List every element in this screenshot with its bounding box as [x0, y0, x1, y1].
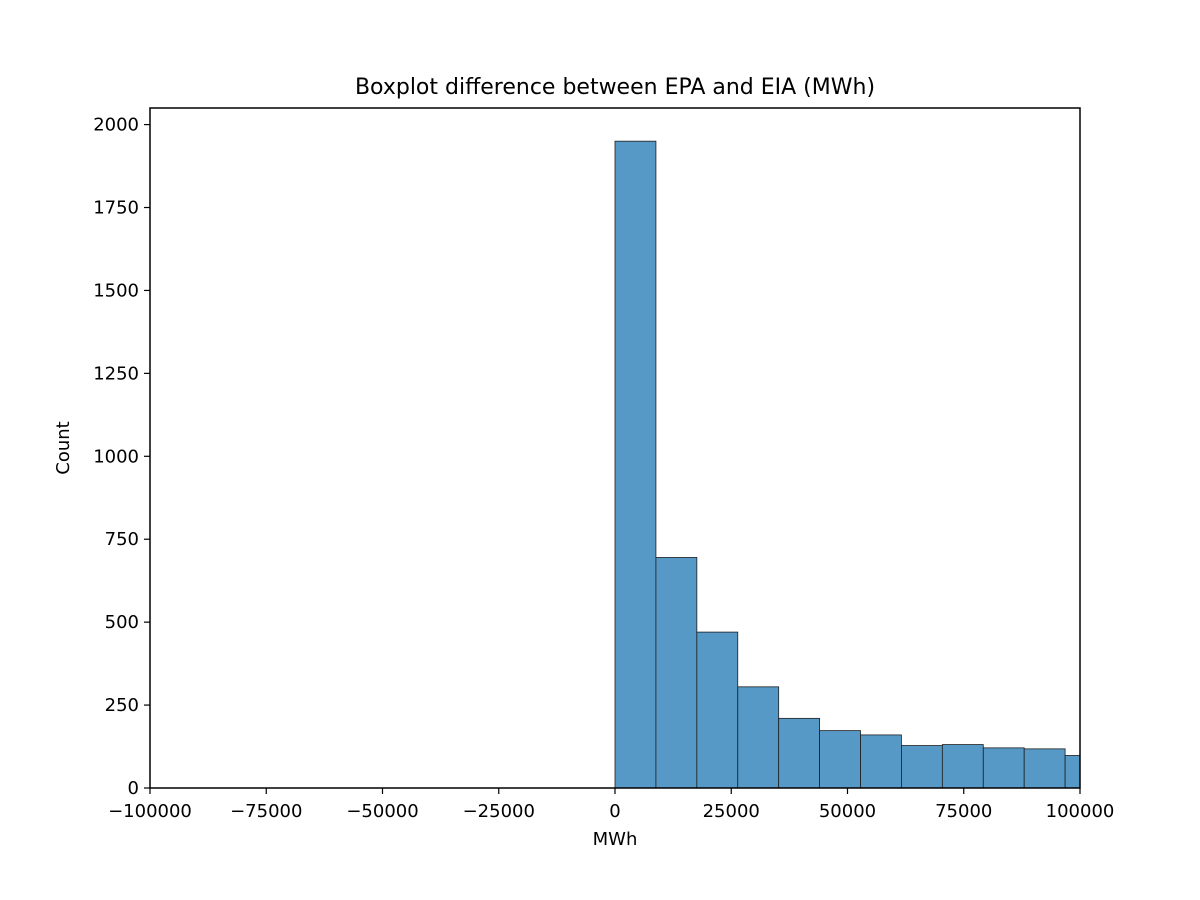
x-tick-label: 50000	[819, 801, 876, 822]
y-tick-label: 250	[105, 695, 139, 716]
y-tick-label: 1250	[93, 363, 139, 384]
histogram-bar	[655, 557, 698, 789]
histogram-bars	[614, 140, 1081, 789]
x-tick-label: −25000	[463, 801, 535, 822]
chart-title: Boxplot difference between EPA and EIA (…	[355, 75, 875, 100]
x-tick-label: 100000	[1046, 801, 1115, 822]
histogram-bar	[901, 745, 943, 789]
y-tick-label: 750	[105, 529, 139, 550]
y-tick-label: 1000	[93, 446, 139, 467]
x-tick-label: 0	[609, 801, 620, 822]
y-tick-label: 1500	[93, 280, 139, 301]
y-axis: 0 250 500 750 1000 1250 1500 1750 2000	[93, 115, 150, 799]
y-tick-label: 2000	[93, 115, 139, 136]
histogram-bar	[941, 744, 984, 789]
histogram-bar	[614, 140, 657, 789]
histogram-bar	[860, 734, 902, 789]
x-tick-label: −100000	[108, 801, 192, 822]
x-tick-label: 75000	[935, 801, 992, 822]
x-axis: −100000 −75000 −50000 −25000 0 25000 50000 7500…	[108, 788, 1114, 822]
histogram-bar	[1064, 755, 1081, 789]
x-tick-label: −75000	[230, 801, 302, 822]
y-tick-label: 0	[128, 778, 139, 799]
histogram-bar	[1023, 748, 1066, 789]
histogram-bar	[696, 631, 739, 789]
histogram-bar	[778, 717, 820, 789]
y-tick-label: 500	[105, 612, 139, 633]
y-axis-label: Count	[53, 421, 74, 474]
histogram-bar	[982, 747, 1025, 789]
y-tick-label: 1750	[93, 198, 139, 219]
histogram-bar	[737, 686, 780, 789]
histogram-bar	[819, 730, 861, 789]
x-axis-label: MWh	[593, 829, 638, 850]
x-tick-label: −50000	[346, 801, 418, 822]
x-tick-label: 25000	[703, 801, 760, 822]
